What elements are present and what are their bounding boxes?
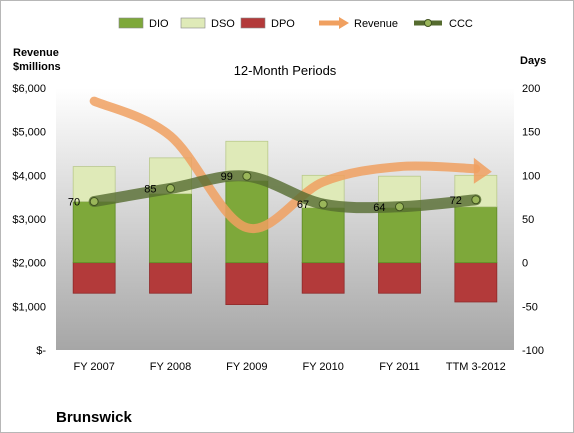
x-tick-label: FY 2011 — [379, 361, 420, 373]
ccc-data-label: 99 — [221, 171, 233, 183]
legend-arrowhead — [339, 17, 349, 29]
ccc-marker — [395, 202, 404, 212]
company-title: Brunswick — [56, 409, 133, 426]
left-tick-label: $3,000 — [12, 214, 46, 226]
ccc-series: 70 85 99 67 64 72 — [68, 170, 482, 214]
ccc-data-label: 70 — [68, 197, 80, 209]
dio-bar — [454, 206, 498, 264]
left-tick-label: $2,000 — [12, 258, 46, 270]
revenue-series — [89, 96, 492, 234]
ccc-marker — [471, 195, 481, 205]
ccc-line — [88, 170, 482, 214]
right-tick-label: -50 — [522, 301, 538, 313]
right-tick-label: 200 — [522, 83, 540, 95]
legend-label: DIO — [149, 18, 169, 30]
right-tick-label: 50 — [522, 214, 534, 226]
revenue-line — [89, 96, 481, 234]
dpo-bar — [454, 262, 498, 303]
legend-swatch-dio — [118, 17, 144, 29]
right-tick-label: 100 — [522, 170, 540, 182]
ccc-marker — [242, 171, 252, 181]
left-tick-label: $- — [36, 345, 46, 357]
chart-subtitle: 12-Month Periods — [234, 63, 337, 78]
x-tick-label: FY 2008 — [150, 361, 191, 373]
left-axis-title-line1: Revenue — [13, 47, 59, 59]
legend-marker — [424, 19, 432, 27]
x-tick-label: FY 2010 — [302, 361, 343, 373]
revenue-arrowhead — [473, 157, 492, 184]
ccc-marker — [89, 197, 99, 207]
left-axis-title-line2: $millions — [13, 61, 61, 73]
x-tick-label: FY 2009 — [226, 361, 267, 373]
ccc-marker — [318, 199, 328, 209]
legend-label: Revenue — [354, 18, 398, 30]
left-axis: $- $1,000 $2,000 $3,000 $4,000 $5,000 $6,000 — [12, 83, 46, 357]
ccc-data-label: 72 — [450, 195, 462, 207]
legend-label: DPO — [271, 18, 295, 30]
dpo-bar — [72, 262, 116, 294]
legend-label: CCC — [449, 18, 473, 30]
x-tick-label: TTM 3-2012 — [446, 361, 506, 373]
right-tick-label: 0 — [522, 258, 528, 270]
left-tick-label: $5,000 — [12, 127, 46, 139]
left-tick-label: $1,000 — [12, 301, 46, 313]
right-axis-title: Days — [520, 55, 546, 67]
ccc-data-label: 64 — [373, 202, 385, 214]
x-tick-label: FY 2007 — [73, 361, 114, 373]
dpo-bar — [301, 262, 345, 294]
dio-bar — [149, 193, 192, 264]
plot-area — [56, 88, 514, 350]
dpo-bar — [378, 262, 421, 294]
right-tick-label: -100 — [522, 345, 544, 357]
right-tick-label: 150 — [522, 127, 540, 139]
left-tick-label: $4,000 — [12, 170, 46, 182]
ccc-marker — [166, 183, 175, 193]
dio-bar — [301, 207, 345, 264]
dio-bar — [72, 201, 116, 264]
legend-label: DSO — [211, 18, 235, 30]
right-axis: -100 -50 0 50 100 150 200 — [522, 83, 544, 357]
left-tick-label: $6,000 — [12, 83, 46, 95]
dpo-bar — [225, 262, 269, 305]
dio-bar — [378, 207, 421, 264]
legend-swatch-dpo — [240, 17, 266, 29]
legend: DIO DSO DPO Revenue CCC — [118, 17, 473, 30]
legend-swatch-dso — [180, 17, 206, 29]
dpo-bar — [149, 262, 192, 294]
x-axis: FY 2007 FY 2008 FY 2009 FY 2010 FY 2011 TTM 3… — [73, 361, 505, 373]
ccc-data-label: 85 — [144, 183, 156, 195]
ccc-data-label: 67 — [297, 199, 309, 211]
